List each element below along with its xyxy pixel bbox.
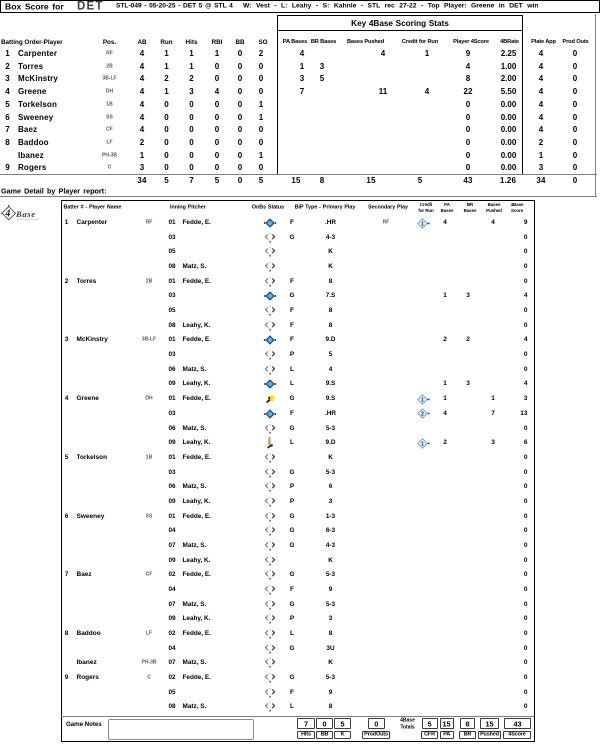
- svg-text:1: 1: [421, 221, 424, 227]
- svg-text:Base: Base: [15, 209, 35, 219]
- svg-text:1: 1: [421, 397, 424, 403]
- svg-text:4: 4: [4, 209, 10, 220]
- svg-text:2: 2: [421, 412, 424, 418]
- svg-text:1: 1: [421, 441, 424, 447]
